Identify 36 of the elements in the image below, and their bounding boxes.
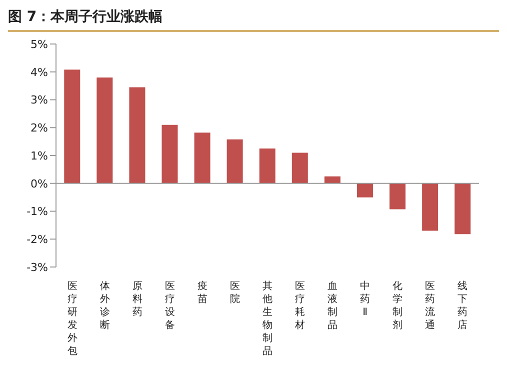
y-tick-label: -2%: [26, 233, 48, 246]
bar: [292, 152, 308, 184]
bar: [259, 148, 276, 184]
bar: [64, 70, 80, 184]
bar: [226, 139, 243, 184]
x-tick-label: 疫苗: [197, 280, 208, 305]
x-tick-label: 体外诊断: [100, 280, 110, 331]
bar: [96, 77, 113, 184]
bar: [129, 87, 146, 184]
bar: [390, 183, 406, 210]
y-tick-label: 5%: [30, 38, 48, 51]
y-tick-label: 1%: [30, 149, 48, 162]
x-tick-label: 其他生物制品: [262, 280, 272, 357]
x-tick-label: 医疗设备: [164, 281, 175, 331]
x-tick-label: 医疗耗材: [294, 281, 306, 331]
x-tick-label: 血液制品: [328, 280, 338, 331]
chart-title: 图 7：本周子行业涨跌幅: [8, 8, 499, 32]
bar: [356, 183, 373, 198]
x-tick-label: 化学制剂: [392, 280, 403, 331]
x-tick-label: 中药Ⅱ: [360, 280, 370, 318]
y-tick-label: -1%: [26, 205, 48, 218]
x-tick-label: 线下药店: [458, 280, 468, 331]
y-tick-label: 0%: [30, 177, 48, 190]
x-tick-label: 医药流通: [425, 281, 436, 331]
bar: [194, 132, 210, 184]
x-tick-label: 医院: [230, 281, 240, 305]
y-tick-label: 4%: [30, 66, 48, 79]
y-tick-label: 2%: [30, 122, 48, 135]
bar: [324, 176, 340, 184]
x-tick-label: 医疗研发外包: [67, 281, 78, 357]
bar: [422, 183, 438, 231]
y-tick-label: 3%: [30, 94, 48, 107]
y-tick-label: -3%: [26, 260, 48, 274]
x-tick-label: 原料药: [132, 281, 142, 318]
bar: [162, 124, 178, 184]
bar: [454, 183, 471, 234]
